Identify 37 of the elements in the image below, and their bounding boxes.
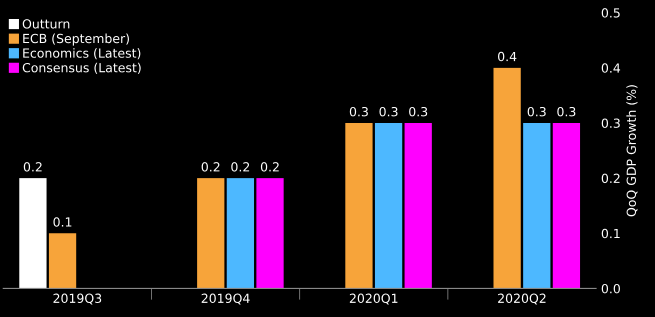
y-axis-title: QoQ GDP Growth (%) bbox=[626, 85, 638, 216]
y-tick-label: 0.1 bbox=[602, 228, 620, 238]
x-tick-label: 2019Q3 bbox=[53, 294, 102, 304]
bar bbox=[374, 122, 402, 288]
data-label: 0.4 bbox=[498, 52, 516, 62]
x-tick-label: 2020Q1 bbox=[350, 294, 398, 304]
bar bbox=[404, 122, 432, 288]
data-label: 0.3 bbox=[350, 106, 368, 116]
legend-label: Outturn bbox=[22, 19, 70, 29]
y-tick-label: 0.4 bbox=[602, 63, 620, 73]
legend-label: Economics (Latest) bbox=[23, 48, 140, 60]
bar bbox=[256, 178, 284, 288]
bar bbox=[494, 68, 521, 288]
data-label: 0.3 bbox=[409, 106, 428, 116]
data-label: 0.2 bbox=[231, 162, 250, 172]
bar bbox=[48, 233, 76, 288]
bar bbox=[226, 178, 254, 288]
y-tick-label: 0.0 bbox=[602, 284, 620, 294]
data-label: 0.2 bbox=[202, 162, 220, 172]
y-tick-label: 0.2 bbox=[602, 174, 620, 184]
data-label: 0.1 bbox=[53, 217, 72, 227]
bar bbox=[197, 178, 224, 288]
y-tick-label: 0.3 bbox=[602, 118, 620, 128]
x-tick-label: 2020Q2 bbox=[498, 294, 546, 304]
data-label: 0.2 bbox=[24, 162, 42, 172]
data-label: 0.3 bbox=[557, 106, 576, 116]
bar bbox=[19, 178, 47, 288]
x-tick-label: 2019Q4 bbox=[202, 294, 250, 304]
bar bbox=[552, 122, 580, 288]
data-label: 0.2 bbox=[260, 162, 279, 172]
bar bbox=[345, 122, 373, 288]
legend-label: Consensus (Latest) bbox=[22, 62, 141, 74]
data-label: 0.3 bbox=[379, 106, 398, 116]
y-tick-label: 0.5 bbox=[602, 8, 620, 18]
data-label: 0.3 bbox=[528, 106, 546, 116]
bar bbox=[523, 122, 550, 288]
legend-label: ECB (September) bbox=[23, 34, 129, 46]
